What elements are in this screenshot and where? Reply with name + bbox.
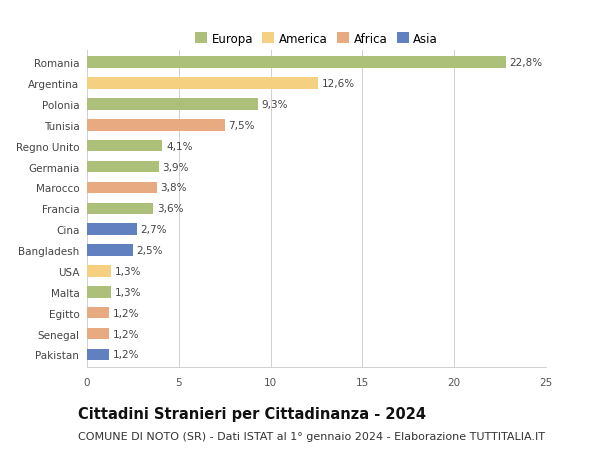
Text: 22,8%: 22,8% [509,58,542,68]
Bar [87,245,133,256]
Text: 9,3%: 9,3% [262,100,288,110]
Text: 1,2%: 1,2% [113,308,139,318]
Bar [87,120,224,131]
Bar [87,140,162,152]
Bar [87,224,137,235]
Text: 3,9%: 3,9% [162,162,189,172]
Bar [87,266,111,277]
Bar [87,182,157,194]
Text: 7,5%: 7,5% [229,121,255,130]
Text: 12,6%: 12,6% [322,79,355,89]
Text: 1,3%: 1,3% [115,266,141,276]
Bar [87,99,258,111]
Text: Cittadini Stranieri per Cittadinanza - 2024: Cittadini Stranieri per Cittadinanza - 2… [78,406,426,421]
Bar [87,307,109,319]
Text: 3,8%: 3,8% [160,183,187,193]
Text: 2,7%: 2,7% [140,225,167,235]
Bar [87,162,158,173]
Text: 1,2%: 1,2% [113,329,139,339]
Bar [87,328,109,340]
Legend: Europa, America, Africa, Asia: Europa, America, Africa, Asia [190,28,443,50]
Bar [87,286,111,298]
Text: 1,2%: 1,2% [113,350,139,360]
Text: 2,5%: 2,5% [137,246,163,256]
Text: 3,6%: 3,6% [157,204,183,214]
Text: COMUNE DI NOTO (SR) - Dati ISTAT al 1° gennaio 2024 - Elaborazione TUTTITALIA.IT: COMUNE DI NOTO (SR) - Dati ISTAT al 1° g… [78,431,545,442]
Text: 1,3%: 1,3% [115,287,141,297]
Bar [87,78,319,90]
Bar [87,57,506,69]
Bar [87,349,109,360]
Bar [87,203,153,214]
Text: 4,1%: 4,1% [166,141,193,151]
